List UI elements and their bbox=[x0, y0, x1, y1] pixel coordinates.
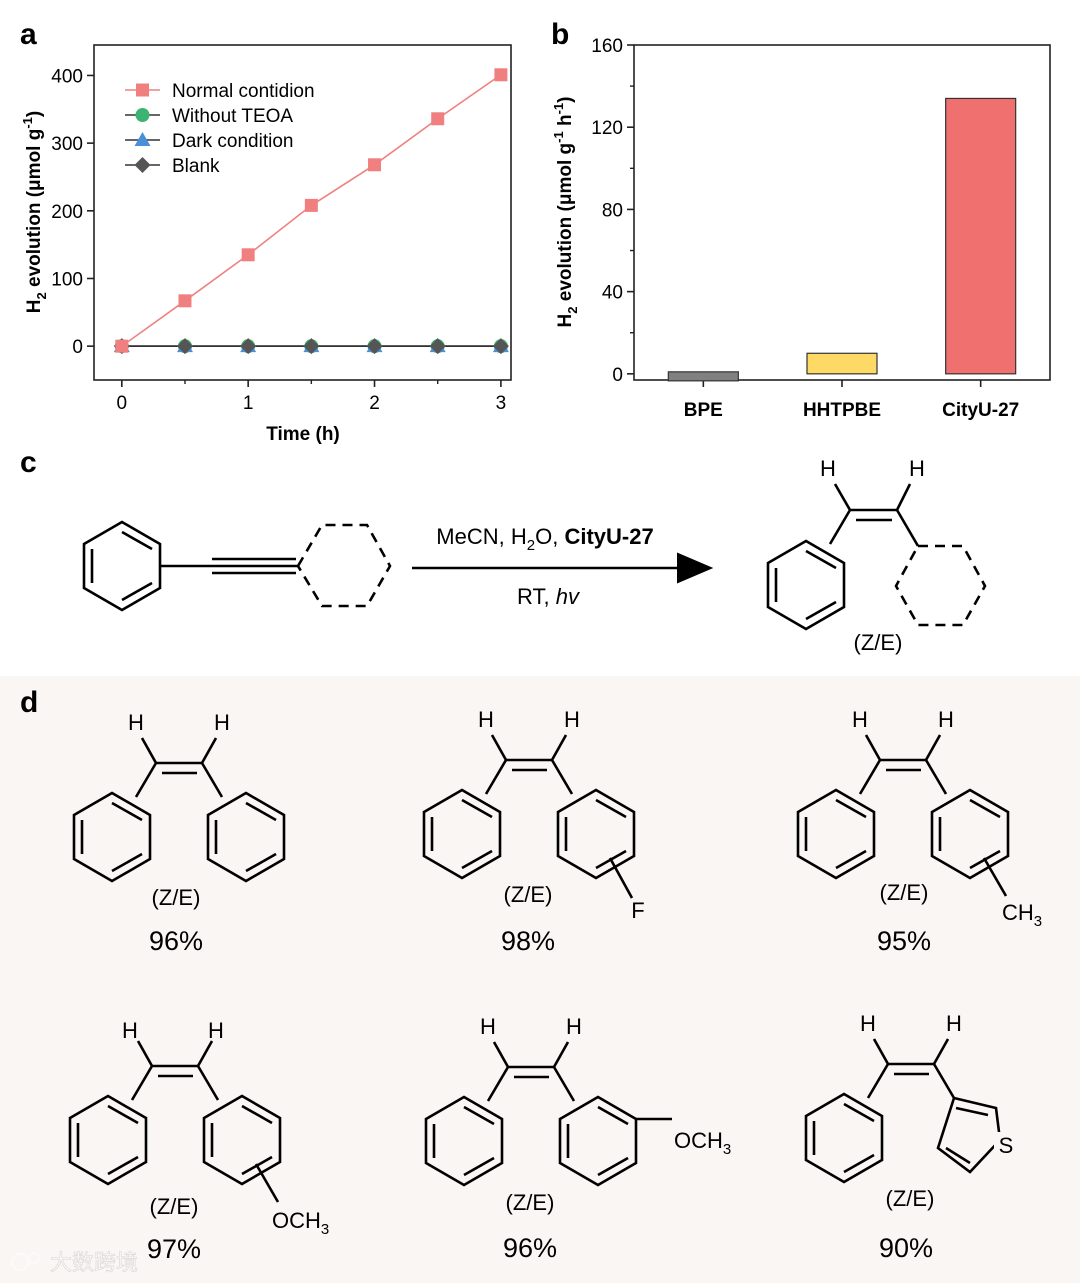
chart-a-point-s0-2 bbox=[241, 248, 255, 262]
reaction-conditions-line2: RT, hv bbox=[517, 584, 581, 609]
panel-d-background bbox=[0, 676, 1080, 1283]
reactant-dashed-ring bbox=[296, 523, 392, 608]
chart-b-category-label: CityU-27 bbox=[942, 400, 1019, 421]
chart-b-ytick-label: 120 bbox=[591, 118, 623, 139]
svg-text:(Z/E): (Z/E) bbox=[152, 885, 201, 910]
chart-b-ytick-label: 0 bbox=[612, 365, 623, 386]
chart-a-ytick-label: 400 bbox=[51, 66, 83, 87]
chart-a-ytick-label: 0 bbox=[72, 337, 83, 358]
svg-text:H: H bbox=[860, 1011, 876, 1036]
svg-text:(Z/E): (Z/E) bbox=[504, 882, 553, 907]
svg-text:(Z/E): (Z/E) bbox=[150, 1194, 199, 1219]
reaction-scheme: MeCN, H2O, CityU-27 RT, hv H H (Z/E) bbox=[82, 456, 987, 655]
chart-a-ytick-label: 300 bbox=[51, 134, 83, 155]
svg-text:H: H bbox=[478, 707, 494, 732]
chart-b-ylabel: H2 evolution (μmol g-1 h-1) bbox=[551, 97, 580, 328]
svg-text:H: H bbox=[480, 1014, 496, 1039]
chart-b-bar-2 bbox=[945, 97, 1017, 375]
panel-label-d: d bbox=[20, 686, 39, 719]
chart-a-legend-label: Dark condition bbox=[172, 131, 293, 152]
svg-text:(Z/E): (Z/E) bbox=[880, 880, 929, 905]
svg-text:(Z/E): (Z/E) bbox=[886, 1186, 935, 1211]
chart-a-xtick-label: 2 bbox=[369, 393, 380, 414]
svg-text:H: H bbox=[208, 1018, 224, 1043]
chart-a-legend-label: Without TEOA bbox=[172, 106, 293, 127]
product-h-left: H bbox=[820, 456, 836, 481]
svg-text:H: H bbox=[214, 710, 230, 735]
svg-text:H: H bbox=[122, 1018, 138, 1043]
chart-a-point-s0-6 bbox=[494, 68, 508, 82]
svg-text:H: H bbox=[938, 707, 954, 732]
watermark: 大数跨境 bbox=[11, 1250, 138, 1275]
yield-2: 98% bbox=[501, 926, 555, 956]
substrate-5-meta-methoxy: H H OCH3 (Z/E) 96% bbox=[424, 1014, 731, 1263]
substituent-ch3: CH3 bbox=[1002, 900, 1042, 930]
yield-5: 96% bbox=[503, 1233, 557, 1263]
chart-b-category-label: HHTPBE bbox=[803, 400, 881, 421]
chart-a-point-s0-3 bbox=[304, 198, 318, 212]
chart-a-point-s0-5 bbox=[431, 112, 445, 126]
chart-b-bar-comparison: 0 40 80 120 160 BPE HHTPBE CityU-27 H2 evolutio… bbox=[551, 36, 1051, 421]
chart-a-legend-marker bbox=[136, 83, 149, 97]
thiophene-ring bbox=[936, 1096, 1002, 1174]
chart-b-category-label: BPE bbox=[684, 400, 723, 421]
svg-text:大数跨境: 大数跨境 bbox=[50, 1250, 138, 1275]
chart-a-point-s3-2 bbox=[240, 338, 257, 355]
yield-1: 96% bbox=[149, 926, 203, 956]
substrate-4-para-methoxy: H H OCH3 (Z/E) 97% bbox=[68, 1018, 329, 1264]
product-dashed-ring bbox=[894, 544, 987, 627]
panel-label-b: b bbox=[551, 18, 570, 51]
svg-text:H: H bbox=[128, 710, 144, 735]
chart-a-time-course: 0 100 200 300 400 0 1 2 3 Normal contidion Withou… bbox=[20, 44, 512, 445]
chart-b-bar-0 bbox=[667, 371, 739, 382]
chart-a-ytick-label: 100 bbox=[51, 269, 83, 290]
panel-label-c: c bbox=[20, 446, 37, 479]
chart-a-ylabel: H2 evolution (μmol g-1) bbox=[20, 111, 49, 313]
chart-a-point-s0-0 bbox=[115, 339, 129, 353]
chart-a-ytick-label: 200 bbox=[51, 202, 83, 223]
chart-a-legend-label: Normal contidion bbox=[172, 81, 315, 102]
substituent-och3-meta: OCH3 bbox=[674, 1128, 731, 1158]
yield-6: 90% bbox=[879, 1233, 933, 1263]
svg-text:H: H bbox=[564, 707, 580, 732]
reaction-conditions-line1: MeCN, H2O, CityU-27 bbox=[436, 524, 653, 554]
chart-a-xtick-label: 1 bbox=[243, 393, 254, 414]
chart-b-ytick-label: 80 bbox=[602, 200, 623, 221]
chart-a-point-s0-1 bbox=[178, 294, 192, 308]
chart-a-xtick-label: 0 bbox=[117, 393, 128, 414]
chart-a-point-s3-3 bbox=[303, 338, 320, 355]
substituent-s: S bbox=[999, 1133, 1014, 1158]
svg-text:(Z/E): (Z/E) bbox=[506, 1190, 555, 1215]
chart-b-ytick-label: 160 bbox=[591, 36, 623, 57]
chart-a-xlabel: Time (h) bbox=[266, 424, 340, 445]
chart-a-point-s3-6 bbox=[492, 338, 509, 355]
chart-a-legend-marker bbox=[134, 157, 151, 173]
chart-a-point-s3-4 bbox=[366, 338, 383, 355]
chart-a-xtick-label: 3 bbox=[496, 393, 507, 414]
chart-a-legend-label: Blank bbox=[172, 156, 220, 177]
substituent-f: F bbox=[631, 898, 644, 923]
substituent-och3-para: OCH3 bbox=[272, 1208, 329, 1238]
substrate-6-thienyl: S H H (Z/E) 90% bbox=[804, 1011, 1016, 1263]
chart-b-ytick-label: 40 bbox=[602, 283, 623, 304]
svg-text:H: H bbox=[852, 707, 868, 732]
chart-a-point-s3-5 bbox=[429, 338, 446, 355]
chart-a-legend-marker bbox=[134, 132, 151, 146]
chart-a-point-s3-1 bbox=[176, 338, 193, 355]
svg-text:H: H bbox=[946, 1011, 962, 1036]
yield-4: 97% bbox=[147, 1234, 201, 1264]
panel-label-a: a bbox=[20, 18, 37, 51]
product-ze-label: (Z/E) bbox=[854, 630, 903, 655]
svg-text:H: H bbox=[566, 1014, 582, 1039]
chart-a-legend-marker bbox=[135, 108, 150, 122]
chart-b-bar-1 bbox=[806, 352, 878, 375]
product-h-right: H bbox=[909, 456, 925, 481]
substrate-2-fluoro: H H F (Z/E) 98% bbox=[422, 707, 645, 956]
chart-a-point-s0-4 bbox=[368, 158, 382, 172]
yield-3: 95% bbox=[877, 926, 931, 956]
substrate-1-stilbene: H H (Z/E) 96% bbox=[72, 710, 286, 956]
chart-a-frame bbox=[93, 44, 512, 381]
substrate-3-methyl: H H CH3 (Z/E) 95% bbox=[796, 707, 1042, 956]
